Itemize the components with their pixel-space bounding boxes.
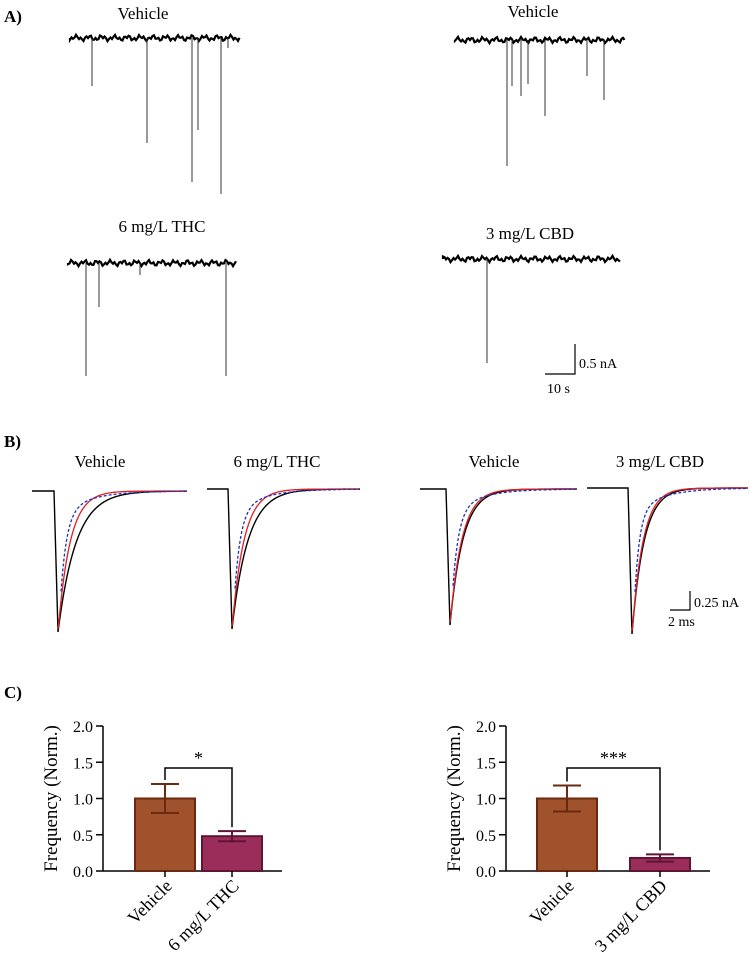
y-tick-label: 0.5 (73, 828, 93, 845)
significance-bracket (566, 767, 661, 851)
x-tick-label-2: 6 mg/L THC (164, 876, 243, 955)
trace-b3-fit-blue (452, 488, 577, 586)
trace-label-a3: 6 mg/L THC (119, 217, 206, 236)
scalebar-b-time: 2 ms (668, 615, 695, 630)
scalebar-a-time: 10 s (547, 382, 570, 397)
bar-chart-cbd: 0.0 0.5 1.0 1.5 2.0 Frequency (Norm.) Vehicle 3… (444, 719, 710, 956)
y-tick-label: 2.0 (476, 719, 496, 736)
trace-a3-baseline (66, 257, 237, 269)
trace-a4-baseline (441, 253, 621, 265)
trace-b4-fit-blue (634, 487, 748, 592)
panel-b-label: B) (4, 432, 21, 451)
trace-b4-fit-red (631, 487, 748, 632)
bar-chart-thc: 0.0 0.5 1.0 1.5 2.0 Frequency (Norm.) Vehicle6… (41, 719, 282, 955)
x-tick-label-2: 3 mg/L CBD (591, 876, 671, 956)
significance-bracket (164, 767, 233, 828)
trace-b2-current (207, 488, 360, 630)
y-tick-label: 0.5 (476, 828, 496, 845)
y-tick-label: 1.5 (476, 755, 496, 772)
y-tick-label: 2.0 (73, 719, 93, 736)
trace-b2-fit-blue (234, 488, 360, 589)
trace-label-b3: Vehicle (469, 452, 520, 471)
significance-marker: * (194, 748, 203, 768)
panel-b-traces (32, 487, 748, 635)
trace-b3-current (420, 488, 577, 626)
y-axis-label: Frequency (Norm.) (444, 725, 465, 872)
panel-b-scalebar: 0.25 nA 2 ms (668, 591, 740, 630)
x-tick-label-1: Vehicle (526, 876, 578, 928)
trace-label-b4: 3 mg/L CBD (616, 452, 704, 471)
trace-b3-fit-red (449, 488, 577, 623)
trace-b2-fit-red (231, 488, 360, 627)
trace-label-a2: Vehicle (508, 2, 559, 21)
y-tick-label: 0.0 (73, 864, 93, 881)
trace-label-b2: 6 mg/L THC (234, 452, 321, 471)
panel-a-scalebar: 0.5 nA 10 s (545, 344, 618, 397)
panel-a-traces (66, 32, 626, 376)
significance-marker: *** (600, 748, 627, 768)
scalebar-a-amplitude: 0.5 nA (579, 357, 618, 372)
trace-b4-current (587, 487, 748, 635)
trace-b1-fit-blue (60, 490, 187, 592)
panel-c-label: C) (4, 683, 22, 702)
trace-label-a1: Vehicle (118, 4, 169, 23)
trace-a2-baseline (453, 34, 626, 46)
y-tick-label: 1.0 (73, 792, 93, 809)
panel-a-label: A) (4, 7, 22, 26)
trace-b1-current (32, 490, 187, 633)
y-tick-label: 0.0 (476, 864, 496, 881)
y-axis-label: Frequency (Norm.) (41, 725, 62, 872)
trace-a1-baseline (68, 32, 241, 44)
trace-label-b1: Vehicle (75, 452, 126, 471)
y-tick-label: 1.5 (73, 755, 93, 772)
x-tick-label-1: Vehicle (124, 876, 176, 928)
trace-b1-fit-red (57, 490, 187, 630)
trace-label-a4: 3 mg/L CBD (486, 224, 574, 243)
scalebar-b-amplitude: 0.25 nA (694, 596, 740, 611)
y-tick-label: 1.0 (476, 792, 496, 809)
